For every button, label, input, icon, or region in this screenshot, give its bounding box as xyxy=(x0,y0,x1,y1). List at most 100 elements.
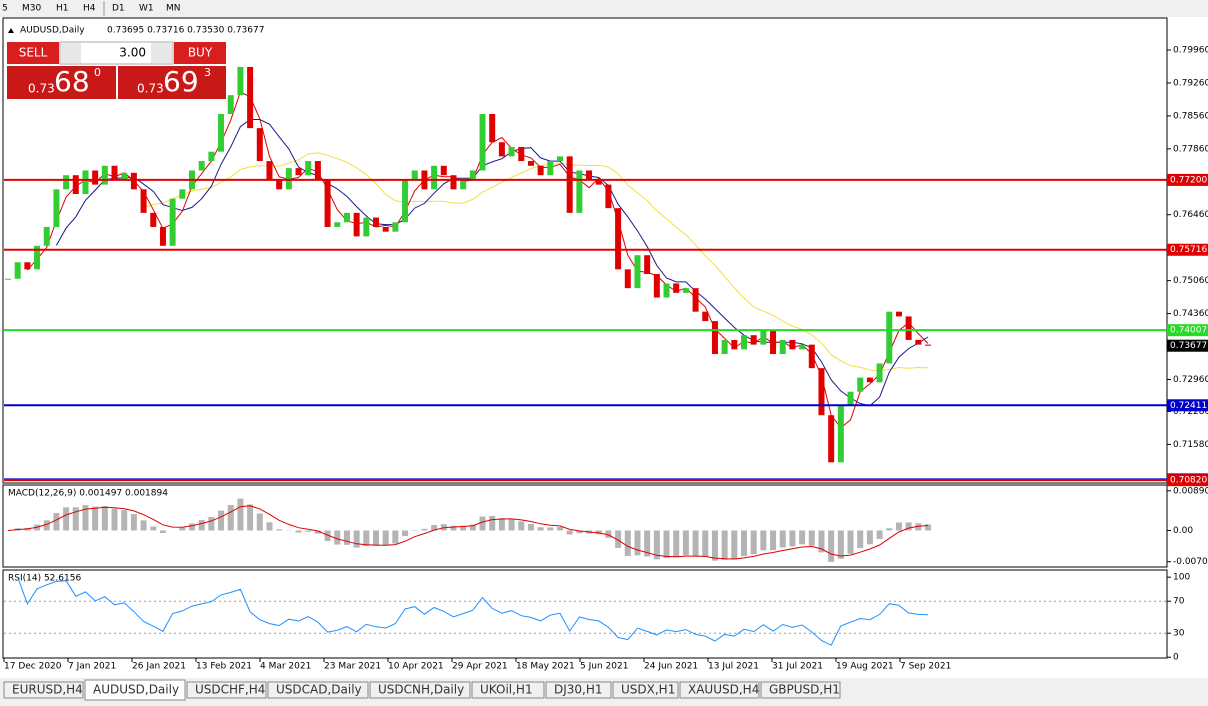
candle xyxy=(750,335,757,345)
macd-bar xyxy=(818,530,825,553)
bid-pips: 68 xyxy=(54,65,90,98)
macd-bar xyxy=(227,504,234,531)
candle xyxy=(789,339,796,350)
candle xyxy=(915,339,922,345)
timeframe[interactable]: W1 xyxy=(139,4,154,14)
y-tick-label: 0.72960 xyxy=(1173,375,1208,385)
macd-bar xyxy=(547,527,554,531)
candle xyxy=(256,128,263,162)
collapse-icon xyxy=(8,28,14,33)
candle xyxy=(857,377,864,392)
lots-input[interactable] xyxy=(59,41,174,65)
candle xyxy=(557,156,563,162)
rsi-tick-label: 70 xyxy=(1173,597,1185,607)
macd-bar xyxy=(276,529,283,531)
candle xyxy=(34,245,41,270)
candle xyxy=(721,339,728,355)
macd-bar xyxy=(634,530,641,556)
candle xyxy=(5,278,11,280)
candle xyxy=(586,170,593,180)
macd-bar xyxy=(857,530,864,548)
macd-bar xyxy=(218,510,225,531)
tab[interactable] xyxy=(186,681,267,699)
candle xyxy=(72,175,79,195)
x-tick-label: 24 Jun 2021 xyxy=(644,662,698,672)
quote: 0.73695 0.73716 0.73530 0.73677 xyxy=(107,26,264,36)
tab[interactable] xyxy=(679,681,760,699)
tab[interactable] xyxy=(545,681,612,699)
x-tick-label: 23 Mar 2021 xyxy=(324,662,381,672)
macd-bar xyxy=(72,507,79,531)
timeframe[interactable]: D1 xyxy=(112,4,125,14)
tab[interactable] xyxy=(471,681,545,699)
macd-bar xyxy=(847,530,854,554)
tab-label: USDX,H1 xyxy=(621,683,675,697)
macd-bar xyxy=(702,530,709,557)
x-tick-label: 13 Jul 2021 xyxy=(708,662,759,672)
macd-bar xyxy=(247,504,254,531)
tab[interactable] xyxy=(3,681,84,699)
ask-box[interactable] xyxy=(118,66,226,99)
macd-bar xyxy=(150,526,157,531)
lots-up[interactable] xyxy=(151,43,172,63)
candle xyxy=(208,151,215,162)
bid-box[interactable] xyxy=(7,66,116,99)
tab[interactable] xyxy=(267,681,369,699)
tab[interactable] xyxy=(760,681,841,699)
candle xyxy=(14,262,21,279)
macd-bar xyxy=(731,530,738,560)
macd-bar xyxy=(343,530,350,545)
buy-button[interactable] xyxy=(174,42,226,64)
trade-panel: SELL 3.00 BUY 0.73 68 0 0.73 69 3 xyxy=(7,41,226,99)
rsi-frame xyxy=(2,569,1168,659)
candle xyxy=(799,344,806,350)
ask-big: 0.73 xyxy=(137,82,164,96)
macd-bar xyxy=(101,506,108,531)
timeframe[interactable]: 5 xyxy=(2,4,8,14)
timeframe[interactable]: H4 xyxy=(83,4,96,14)
macd-bar xyxy=(644,530,651,557)
tab[interactable] xyxy=(612,681,679,699)
macd-bar xyxy=(866,530,873,545)
level-label: 0.74007 xyxy=(1170,326,1207,336)
bid-frac: 0 xyxy=(94,66,101,79)
macd-bar xyxy=(63,507,70,531)
y-tick-label: 0.76460 xyxy=(1173,210,1208,220)
candle xyxy=(198,161,205,171)
y-tick-label: 0.74360 xyxy=(1173,309,1208,319)
macd-bar xyxy=(392,530,399,544)
candle xyxy=(905,316,912,340)
lots-down[interactable] xyxy=(61,43,81,63)
macd-bar xyxy=(527,524,534,531)
candle xyxy=(324,179,331,227)
candle xyxy=(276,179,283,190)
active-tab[interactable] xyxy=(84,679,186,701)
candle xyxy=(82,170,89,195)
macd-bar xyxy=(895,522,902,531)
rsi-line xyxy=(17,577,929,646)
timeframe[interactable]: H1 xyxy=(56,4,69,14)
x-tick-label: 19 Aug 2021 xyxy=(836,662,894,672)
macd-bar xyxy=(43,520,50,531)
candle xyxy=(605,184,612,209)
candle xyxy=(731,339,738,350)
timeframe[interactable]: M30 xyxy=(22,4,41,14)
macd-bar xyxy=(111,508,118,531)
y-tick-label: 0.79960 xyxy=(1173,46,1208,56)
candle xyxy=(63,175,70,190)
candle xyxy=(634,255,641,289)
x-tick-label: 7 Sep 2021 xyxy=(900,662,951,672)
timeframe[interactable]: MN xyxy=(166,4,181,14)
macd-bar xyxy=(256,513,263,531)
tab[interactable] xyxy=(369,681,471,699)
candle xyxy=(489,114,496,143)
price-plot xyxy=(5,66,931,463)
bid-big: 0.73 xyxy=(28,82,55,96)
candle xyxy=(808,344,815,369)
sell-button[interactable] xyxy=(7,42,59,64)
candle xyxy=(247,66,254,129)
macd-bar xyxy=(382,530,389,546)
macd-bar xyxy=(760,530,767,551)
level-label: 0.75716 xyxy=(1170,245,1207,255)
